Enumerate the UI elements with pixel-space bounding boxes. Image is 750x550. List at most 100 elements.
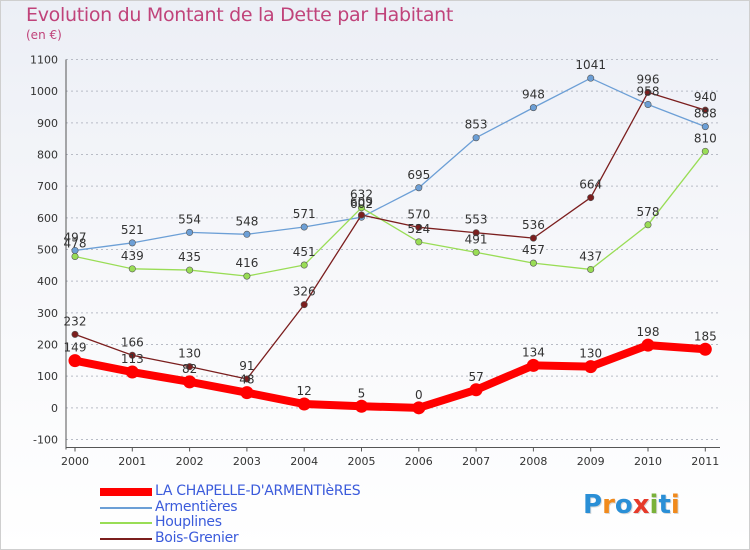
chart-title: Evolution du Montant de la Dette par Hab…: [26, 4, 454, 26]
x-tick-label: 2003: [233, 455, 261, 468]
data-point: [526, 358, 540, 372]
y-tick-label: 100: [37, 370, 58, 383]
data-point: [300, 301, 308, 309]
data-label: 478: [64, 236, 87, 250]
data-label: 548: [235, 214, 258, 228]
data-point: [587, 194, 595, 202]
data-label: 602: [350, 197, 373, 211]
data-point: [243, 272, 251, 280]
data-label: 571: [293, 207, 316, 221]
series-line-0: [71, 341, 710, 412]
data-label: 570: [407, 207, 430, 221]
data-point: [297, 397, 311, 411]
y-tick-label: 600: [37, 212, 58, 225]
data-label: 554: [178, 212, 201, 226]
data-point: [243, 230, 251, 238]
data-label: 578: [637, 205, 660, 219]
series-line-3: [74, 91, 706, 380]
data-point: [183, 375, 197, 389]
data-point: [529, 234, 537, 242]
data-label: 185: [694, 329, 717, 343]
x-tick-label: 2005: [348, 455, 376, 468]
data-label: 609: [350, 195, 373, 209]
y-tick-label: 0: [51, 402, 58, 415]
data-point: [472, 134, 480, 142]
data-label: 416: [235, 256, 258, 270]
data-label: 48: [239, 373, 254, 387]
data-point: [300, 261, 308, 269]
data-label: 166: [121, 335, 144, 349]
data-label: 632: [350, 188, 373, 202]
plot-area: -100 0 100 200 300 400 500 600 700 800 900 1000 1100…: [30, 54, 720, 468]
y-tick-label: 900: [37, 117, 58, 130]
data-point: [701, 123, 709, 131]
data-point: [469, 383, 483, 397]
data-point: [412, 401, 426, 415]
data-label: 940: [694, 90, 717, 104]
data-label: 958: [637, 84, 660, 98]
data-label: 536: [522, 218, 545, 232]
x-tick-label: 2007: [462, 455, 490, 468]
data-point: [529, 259, 537, 267]
y-tick-label: -100: [33, 434, 58, 447]
data-point: [125, 365, 139, 379]
data-point: [529, 104, 537, 112]
data-label: 810: [694, 131, 717, 145]
data-label: 326: [293, 285, 316, 299]
data-point: [71, 330, 79, 338]
data-label: 888: [694, 107, 717, 121]
chart-subtitle: (en €): [26, 28, 62, 42]
legend-swatch: [100, 506, 152, 509]
data-point: [644, 100, 652, 108]
data-point: [128, 265, 136, 273]
proxiti-logo: Proxiti: [583, 490, 680, 520]
data-label: 457: [522, 243, 545, 257]
data-label: 198: [637, 325, 660, 339]
data-point: [701, 147, 709, 155]
x-tick-label: 2001: [118, 455, 146, 468]
y-tick-label: 400: [37, 275, 58, 288]
data-point: [240, 386, 254, 400]
y-tick-label: 1100: [30, 54, 58, 67]
data-point: [243, 375, 251, 383]
data-point: [472, 248, 480, 256]
y-tick-label: 800: [37, 149, 58, 162]
logo-letter: i: [670, 490, 680, 520]
data-label: 91: [239, 359, 254, 373]
data-label: 57: [468, 370, 483, 384]
x-tick-label: 2000: [61, 455, 89, 468]
data-point: [415, 238, 423, 246]
y-tick-label: 500: [37, 244, 58, 257]
legend-label: Houplines: [155, 514, 222, 530]
x-tick-label: 2010: [634, 455, 662, 468]
data-label: 521: [121, 223, 144, 237]
data-label: 695: [407, 168, 430, 182]
data-label: 113: [121, 352, 144, 366]
data-point: [355, 399, 368, 413]
data-point: [357, 204, 365, 212]
data-label: 439: [121, 249, 144, 263]
data-point: [587, 74, 595, 82]
y-tick-label: 300: [37, 307, 58, 320]
data-label: 232: [64, 314, 87, 328]
data-point: [587, 265, 595, 273]
data-label: 82: [182, 362, 197, 376]
data-label: 12: [297, 384, 312, 398]
x-tick-label: 2008: [519, 455, 547, 468]
data-label: 524: [407, 222, 430, 236]
data-point: [300, 223, 308, 231]
data-label: 996: [637, 72, 660, 86]
data-label: 149: [64, 341, 87, 355]
series-line-2: [74, 150, 706, 277]
data-label: 437: [579, 249, 602, 263]
y-tick-label: 200: [37, 339, 58, 352]
data-point: [701, 106, 709, 114]
data-point: [644, 221, 652, 229]
data-point: [584, 360, 598, 374]
data-point: [698, 342, 712, 356]
data-label: 553: [465, 213, 488, 227]
y-tick-label: 1000: [30, 85, 58, 98]
logo-letter: i: [649, 490, 659, 520]
data-point: [644, 88, 652, 96]
